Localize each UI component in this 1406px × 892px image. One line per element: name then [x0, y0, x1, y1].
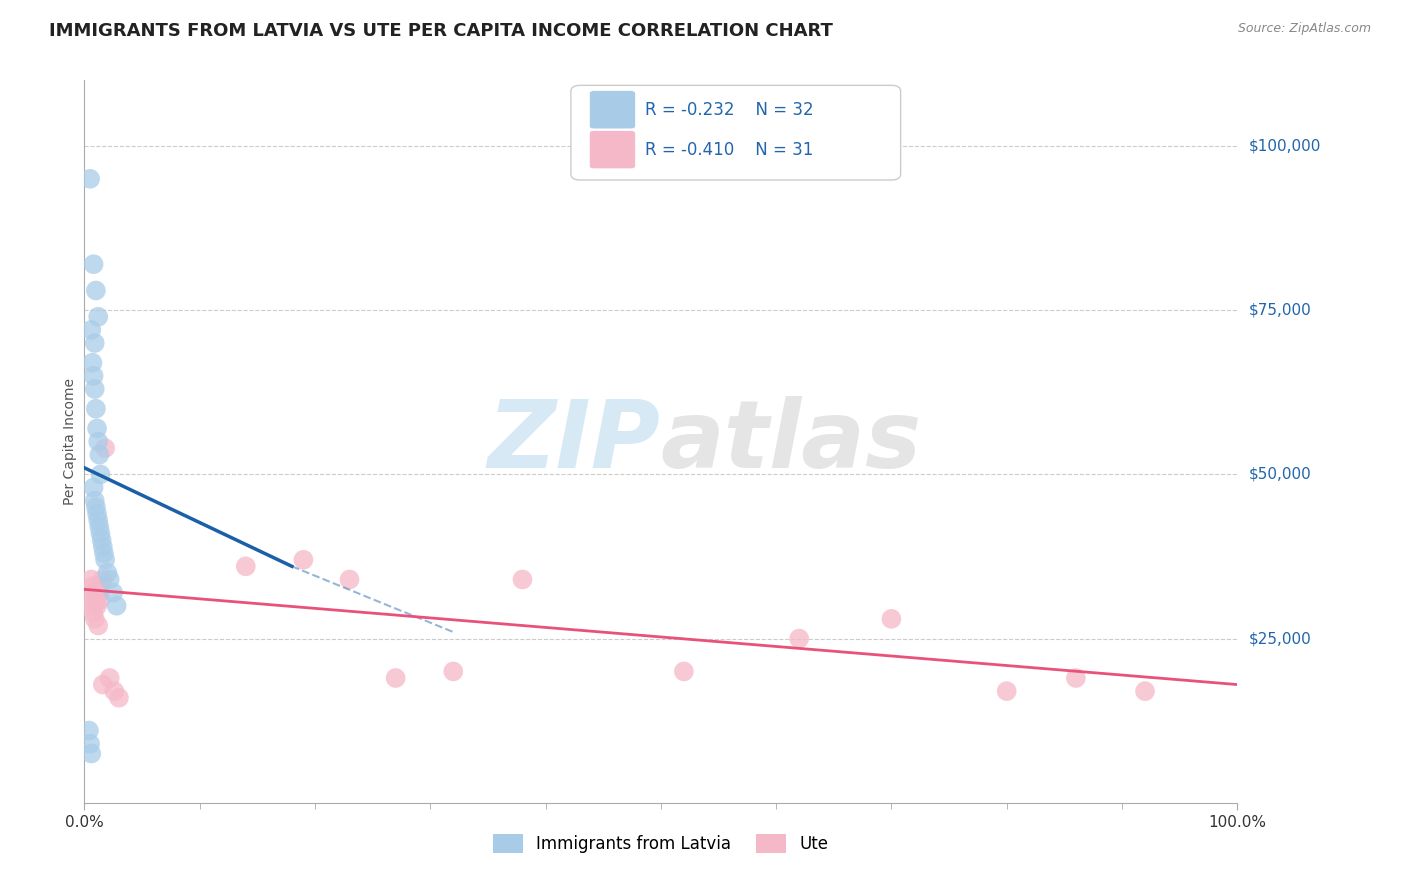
Point [83, 579, 105, 593]
Point [103, 684, 125, 698]
Point [87, 618, 110, 632]
Point [93, 546, 115, 560]
Point [98, 671, 121, 685]
Point [83, 605, 105, 619]
Point [995, 684, 1018, 698]
Point [89, 448, 111, 462]
Point [787, 632, 810, 646]
Text: $75,000: $75,000 [1249, 302, 1312, 318]
Point [672, 665, 695, 679]
Point [83, 368, 105, 383]
Legend: Immigrants from Latvia, Ute: Immigrants from Latvia, Ute [486, 827, 835, 860]
Point [83, 481, 105, 495]
Point [83, 336, 105, 351]
Point [84, 401, 107, 416]
Point [89, 526, 111, 541]
Text: IMMIGRANTS FROM LATVIA VS UTE PER CAPITA INCOME CORRELATION CHART: IMMIGRANTS FROM LATVIA VS UTE PER CAPITA… [49, 22, 834, 40]
Point [512, 573, 534, 587]
Point [79, 171, 101, 186]
Point [105, 599, 128, 613]
Y-axis label: Per Capita Income: Per Capita Income [63, 378, 77, 505]
Text: ZIP: ZIP [488, 395, 661, 488]
Point [86, 507, 108, 521]
Point [82, 356, 104, 370]
FancyBboxPatch shape [571, 86, 901, 180]
Point [83, 612, 105, 626]
Point [94, 441, 117, 455]
FancyBboxPatch shape [589, 91, 636, 129]
Point [83, 382, 105, 396]
Text: Source: ZipAtlas.com: Source: ZipAtlas.com [1237, 22, 1371, 36]
Point [89, 585, 111, 599]
Point [91, 540, 114, 554]
Point [86, 421, 108, 435]
Point [96, 566, 118, 580]
Text: $100,000: $100,000 [1249, 138, 1320, 153]
Point [86, 599, 108, 613]
Point [94, 553, 117, 567]
Point [89, 467, 111, 482]
Point [1133, 684, 1156, 698]
Point [87, 579, 110, 593]
Point [103, 585, 124, 599]
Point [292, 553, 315, 567]
Point [83, 493, 105, 508]
Point [79, 737, 101, 751]
FancyBboxPatch shape [589, 130, 636, 169]
Point [91, 573, 114, 587]
Point [384, 671, 406, 685]
Point [87, 310, 110, 324]
Point [77, 723, 100, 738]
Point [87, 513, 110, 527]
Text: R = -0.232    N = 32: R = -0.232 N = 32 [645, 101, 813, 119]
Point [235, 559, 257, 574]
Point [89, 592, 111, 607]
Point [80, 573, 103, 587]
Point [84, 284, 107, 298]
Point [84, 592, 107, 607]
Text: $25,000: $25,000 [1249, 632, 1312, 646]
Point [87, 434, 110, 449]
Point [91, 677, 114, 691]
Point [108, 690, 131, 705]
Point [82, 599, 104, 613]
Point [90, 533, 112, 547]
Point [880, 612, 903, 626]
Point [89, 520, 111, 534]
Text: R = -0.410    N = 31: R = -0.410 N = 31 [645, 141, 813, 159]
Point [79, 592, 101, 607]
Text: atlas: atlas [661, 395, 922, 488]
Point [339, 573, 361, 587]
Point [441, 665, 464, 679]
Point [84, 500, 107, 515]
Point [98, 573, 121, 587]
Point [80, 747, 103, 761]
Point [1064, 671, 1087, 685]
Point [83, 585, 105, 599]
Point [83, 257, 105, 271]
Point [80, 323, 103, 337]
Text: $50,000: $50,000 [1249, 467, 1312, 482]
